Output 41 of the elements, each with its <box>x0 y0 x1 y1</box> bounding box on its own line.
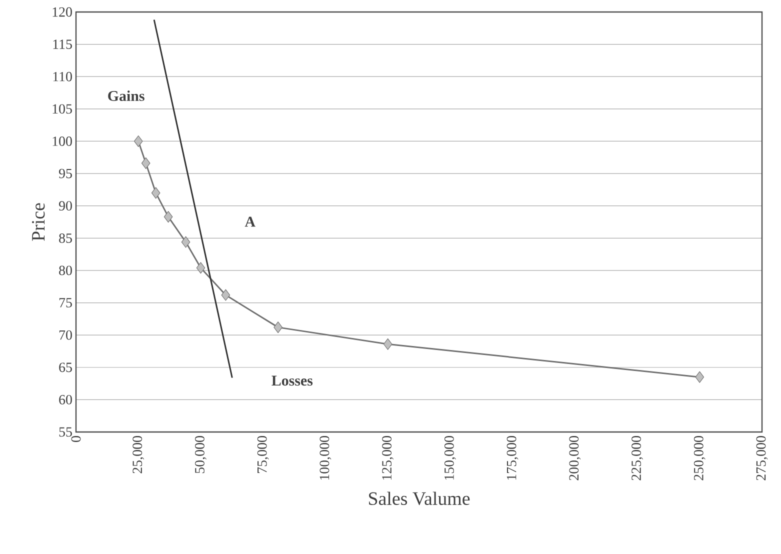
y-axis-title: Price <box>32 203 45 241</box>
y-tick-label: 75 <box>59 298 72 308</box>
y-tick-label: 115 <box>53 40 72 49</box>
y-tick-label: 60 <box>59 394 72 404</box>
y-tick-label: 85 <box>59 233 72 243</box>
x-axis-title: Sales Valume <box>369 492 470 506</box>
y-tick-label: 105 <box>52 104 72 114</box>
y-tick-label: 120 <box>52 7 72 17</box>
y-tick-label: 55 <box>59 427 72 437</box>
y-tick-label: 70 <box>59 330 72 340</box>
point <box>151 187 160 199</box>
annotation: Gains <box>108 90 144 101</box>
point <box>695 371 704 383</box>
x-tick-label: 200,000 <box>569 436 581 480</box>
x-tick-label: 250,000 <box>694 436 706 480</box>
point <box>221 289 230 301</box>
y-tick-label: 80 <box>59 266 72 276</box>
point <box>196 262 206 274</box>
point <box>383 338 392 350</box>
x-tick-label: 25,000 <box>132 436 144 474</box>
y-tick-label: 65 <box>59 362 72 372</box>
x-tick-label: 50,000 <box>195 436 206 474</box>
annotation: Losses <box>272 376 313 386</box>
y-tick-label: 90 <box>58 201 72 211</box>
x-tick-label: 225,000 <box>632 436 643 480</box>
point <box>134 135 143 148</box>
x-tick-label: 125,000 <box>382 436 394 480</box>
x-tick-label: 75,000 <box>257 436 269 473</box>
x-tick-label: 0 <box>71 436 81 442</box>
x-tick-label: 150,000 <box>444 436 456 480</box>
point <box>164 211 173 223</box>
point <box>141 157 150 169</box>
x-tick-label: 275,000 <box>756 436 768 480</box>
x-tick-label: 100,000 <box>320 436 332 480</box>
y-tick-label: 95 <box>58 168 72 178</box>
annotation: A <box>244 216 256 227</box>
y-tick-label: 110 <box>53 72 72 82</box>
point <box>274 322 282 334</box>
x-tick-label: 175,000 <box>506 436 518 480</box>
point <box>181 236 190 248</box>
y-tick-label: 100 <box>52 136 72 146</box>
